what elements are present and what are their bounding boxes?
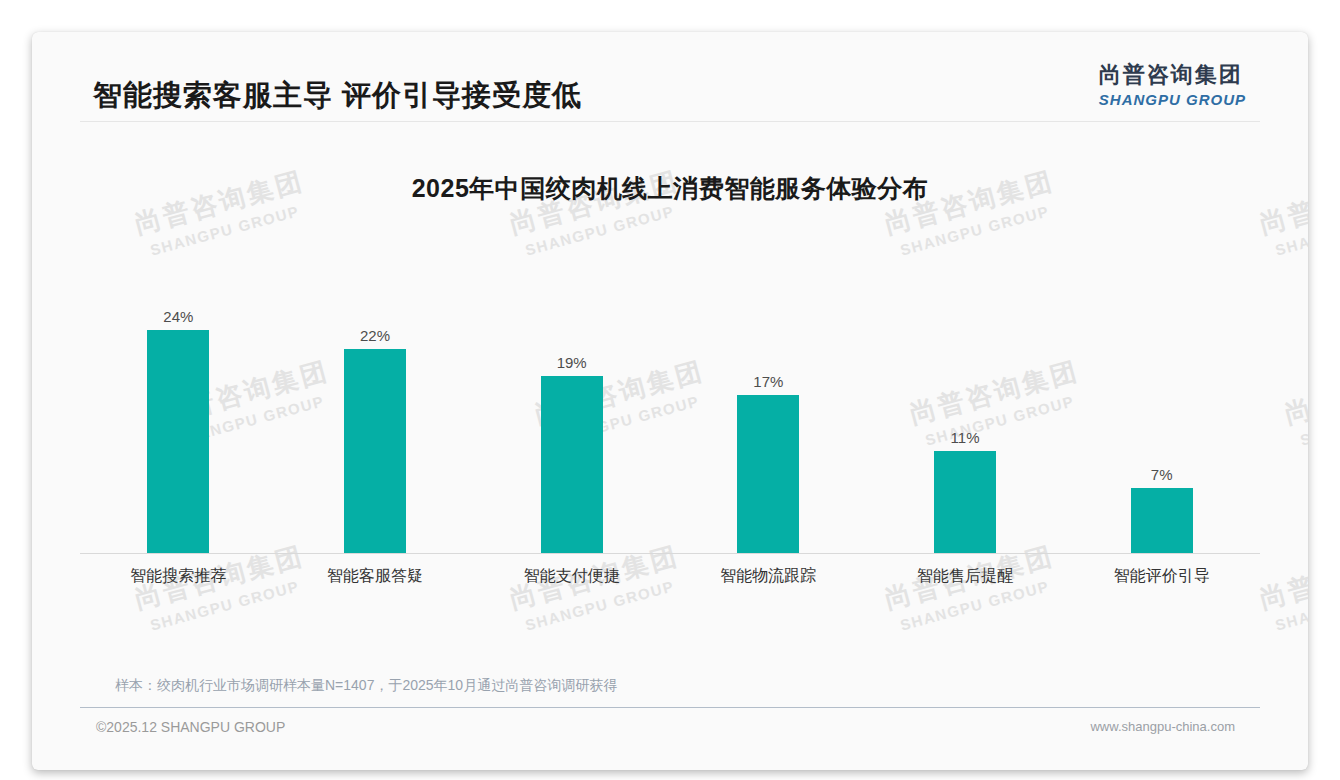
logo-chinese-text: 尚普咨询集团 [1099,60,1246,90]
bar-slot: 11% [867,294,1064,553]
category-label: 智能客服答疑 [277,566,474,587]
bar-slot: 22% [277,294,474,553]
sample-footnote: 样本：绞肉机行业市场调研样本量N=1407，于2025年10月通过尚普咨询调研获… [80,677,1260,695]
header: 智能搜索客服主导 评价引导接受度低 尚普咨询集团 SHANGPU GROUP [80,32,1260,121]
page-title: 智能搜索客服主导 评价引导接受度低 [80,76,582,116]
footer: ©2025.12 SHANGPU GROUP www.shangpu-china… [80,708,1260,746]
bar [737,395,799,553]
company-logo: 尚普咨询集团 SHANGPU GROUP [1099,60,1260,108]
watermark-chinese-text: 尚普咨询集团 [1256,163,1308,242]
watermark-chinese-text: 尚普咨询集团 [1256,538,1308,617]
bar [147,330,209,553]
category-label: 智能售后提醒 [867,566,1064,587]
value-label: 11% [951,429,980,446]
watermark: 尚普咨询集团SHANGPU GROUP [1256,538,1308,635]
watermark-chinese-text: 尚普咨询集团 [1281,353,1308,432]
bar-slot: 17% [670,294,867,553]
bar-slot: 24% [80,294,277,553]
slide-card: 尚普咨询集团SHANGPU GROUP尚普咨询集团SHANGPU GROUP尚普… [32,32,1308,770]
logo-english-text: SHANGPU GROUP [1099,91,1246,108]
bars-row: 24% 22% 19% 17% 11% 7% [80,294,1260,554]
watermark-english-text: SHANGPU GROUP [1266,199,1308,260]
value-label: 19% [557,354,587,371]
chart-title: 2025年中国绞肉机线上消费智能服务体验分布 [80,172,1260,205]
bar [541,376,603,553]
value-label: 17% [753,373,783,390]
watermark-english-text: SHANGPU GROUP [1266,574,1308,635]
category-label: 智能物流跟踪 [670,566,867,587]
copyright-text: ©2025.12 SHANGPU GROUP [80,719,285,735]
watermark: 尚普咨询集团SHANGPU GROUP [1281,353,1308,450]
header-divider [80,121,1260,122]
watermark: 尚普咨询集团SHANGPU GROUP [1256,163,1308,260]
category-label: 智能搜索推荐 [80,566,277,587]
category-label: 智能支付便捷 [473,566,670,587]
value-label: 24% [163,308,193,325]
category-label: 智能评价引导 [1063,566,1260,587]
categories-row: 智能搜索推荐智能客服答疑智能支付便捷智能物流跟踪智能售后提醒智能评价引导 [80,566,1260,587]
bar-slot: 19% [473,294,670,553]
value-label: 7% [1151,466,1173,483]
bar [1131,488,1193,553]
value-label: 22% [360,327,390,344]
website-url: www.shangpu-china.com [1090,719,1260,735]
bar [934,451,996,553]
watermark-english-text: SHANGPU GROUP [1291,389,1308,450]
bar-slot: 7% [1063,294,1260,553]
bar [344,349,406,553]
